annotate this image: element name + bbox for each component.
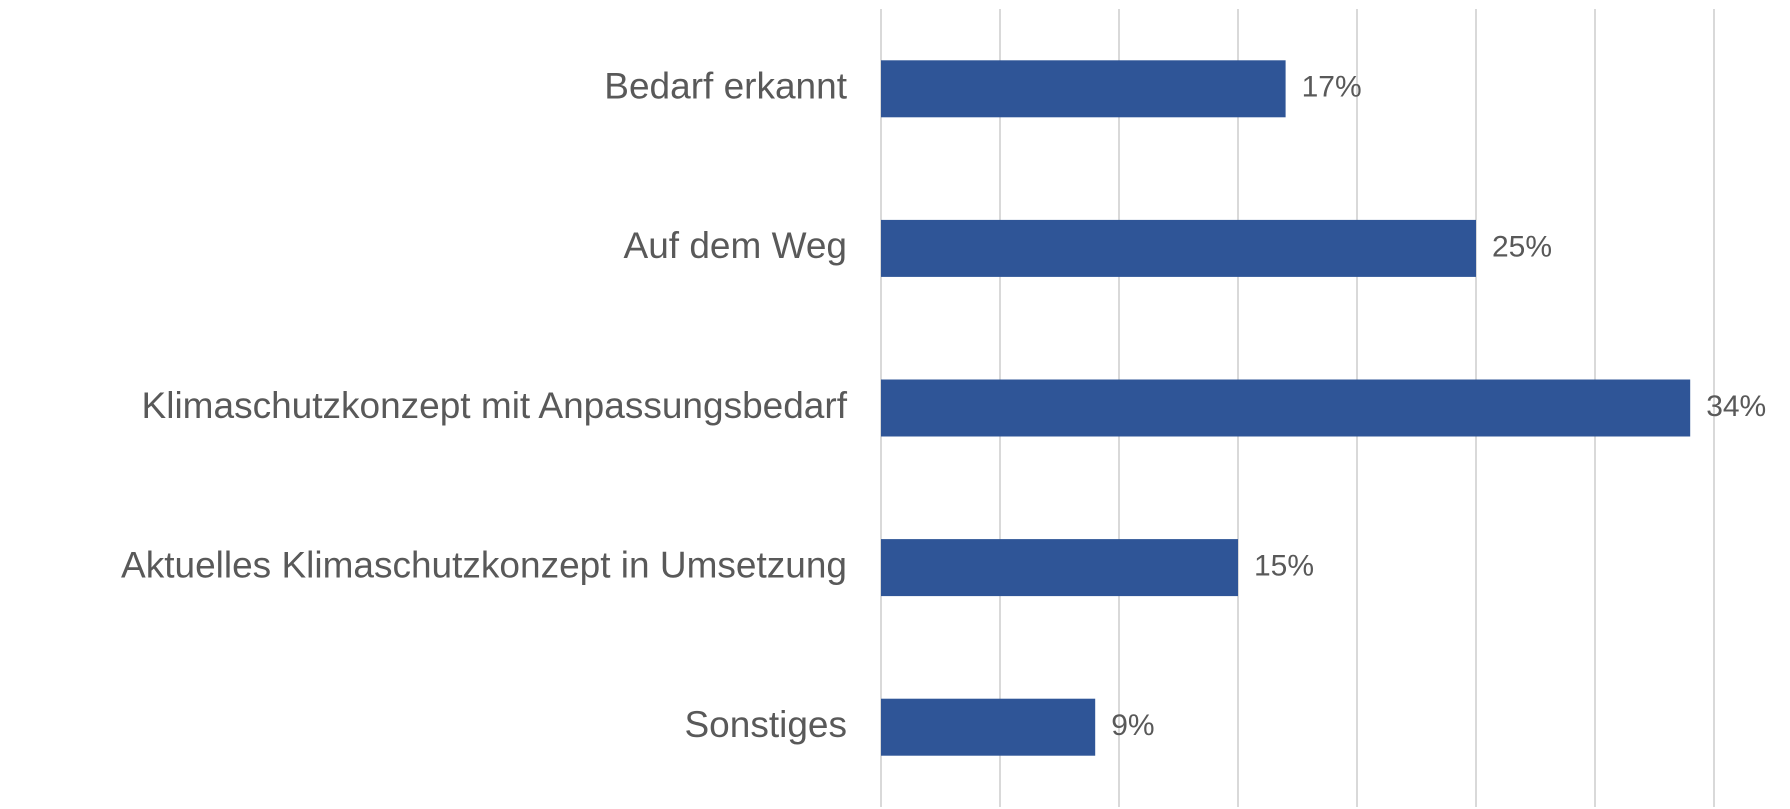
value-label: 9% <box>1111 709 1154 742</box>
bar <box>881 539 1238 597</box>
value-label: 15% <box>1254 550 1314 583</box>
category-label: Klimaschutzkonzept mit Anpassungsbedarf <box>142 385 848 426</box>
category-label: Auf dem Weg <box>624 225 847 266</box>
value-label: 34% <box>1706 390 1766 423</box>
bar <box>881 379 1691 437</box>
value-label: 17% <box>1302 71 1362 104</box>
bar <box>881 60 1286 118</box>
bar <box>881 219 1476 277</box>
bar <box>881 698 1096 756</box>
value-label: 25% <box>1492 230 1552 263</box>
category-label: Sonstiges <box>685 704 848 745</box>
category-label: Aktuelles Klimaschutzkonzept in Umsetzun… <box>121 544 847 585</box>
category-label: Bedarf erkannt <box>604 66 847 107</box>
